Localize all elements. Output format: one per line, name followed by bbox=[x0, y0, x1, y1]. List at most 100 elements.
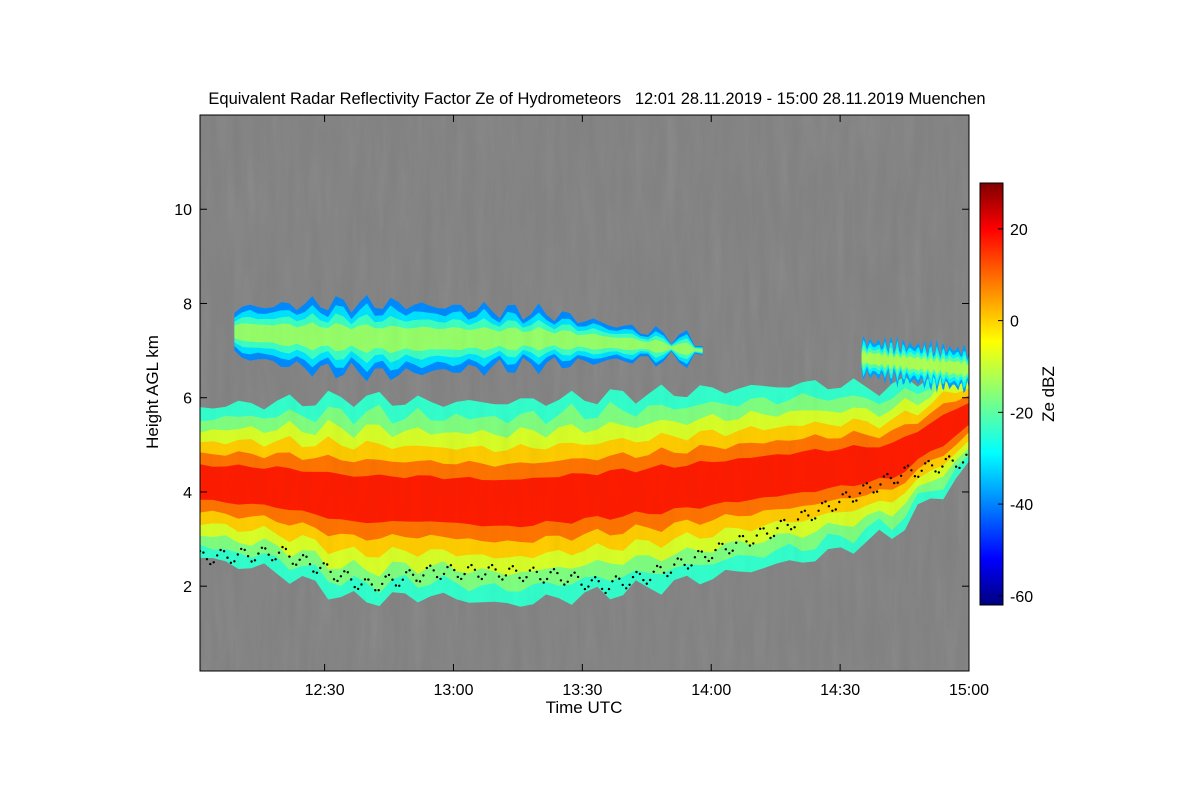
melting-layer-point bbox=[635, 570, 638, 574]
melting-layer-point bbox=[669, 571, 673, 574]
melting-layer-point bbox=[281, 545, 284, 549]
melting-layer-point bbox=[841, 493, 844, 496]
melting-layer-point bbox=[528, 569, 532, 572]
y-tick-label: 8 bbox=[183, 296, 192, 313]
melting-layer-point bbox=[659, 565, 662, 569]
melting-layer-point bbox=[229, 561, 233, 564]
melting-layer-point bbox=[893, 481, 896, 485]
melting-layer-point bbox=[875, 490, 879, 493]
melting-layer-point bbox=[803, 509, 807, 512]
melting-layer-point bbox=[937, 471, 941, 474]
melting-layer-point bbox=[779, 519, 782, 523]
melting-layer-point bbox=[748, 544, 752, 547]
melting-layer-point bbox=[800, 510, 803, 514]
melting-layer-point bbox=[563, 583, 566, 586]
melting-layer-point bbox=[618, 577, 621, 580]
colorbar-tick-label: 0 bbox=[1010, 314, 1019, 331]
melting-layer-point bbox=[477, 575, 480, 578]
melting-layer-point bbox=[759, 527, 762, 530]
melting-layer-point bbox=[789, 528, 793, 531]
melting-layer-point bbox=[233, 560, 236, 563]
melting-layer-point bbox=[580, 583, 583, 586]
melting-layer-point bbox=[329, 570, 332, 574]
melting-layer-point bbox=[466, 566, 470, 569]
melting-layer-point bbox=[704, 555, 707, 559]
melting-layer-point bbox=[556, 571, 559, 575]
melting-layer-point bbox=[638, 572, 642, 576]
melting-layer-point bbox=[810, 518, 813, 522]
melting-layer-point bbox=[559, 579, 563, 582]
melting-layer-point bbox=[504, 574, 508, 577]
melting-layer-point bbox=[542, 581, 545, 584]
melting-layer-point bbox=[948, 455, 951, 458]
colorbar-axis: -60 -40 -20 0 20 bbox=[998, 222, 1033, 606]
melting-layer-point bbox=[350, 578, 353, 581]
melting-layer-point bbox=[353, 585, 356, 589]
melting-layer-point bbox=[332, 578, 336, 581]
y-tick-label: 6 bbox=[183, 391, 192, 408]
melting-layer-point bbox=[284, 547, 288, 551]
melting-layer-point bbox=[827, 505, 831, 508]
melting-layer-point bbox=[274, 558, 277, 561]
melting-layer-point bbox=[604, 591, 607, 595]
melting-layer-point bbox=[518, 576, 521, 580]
plot-frame bbox=[199, 114, 970, 672]
melting-layer-point bbox=[587, 585, 590, 588]
melting-layer-point bbox=[590, 579, 593, 582]
melting-layer-point bbox=[583, 587, 587, 591]
melting-layer-point bbox=[490, 563, 494, 567]
melting-layer-point bbox=[728, 552, 731, 555]
melting-layer-point bbox=[710, 556, 714, 560]
melting-layer-point bbox=[958, 466, 961, 470]
melting-layer-point bbox=[515, 569, 518, 572]
melting-layer-point bbox=[243, 548, 246, 552]
melting-layer-point bbox=[463, 572, 466, 576]
melting-layer-point bbox=[267, 553, 270, 556]
melting-layer-point bbox=[934, 470, 937, 473]
x-tick-label: 12:30 bbox=[305, 682, 345, 699]
melting-layer-point bbox=[212, 561, 215, 564]
melting-layer-point bbox=[205, 558, 209, 561]
melting-layer-point bbox=[594, 576, 597, 579]
melting-layer-point bbox=[271, 559, 274, 562]
melting-layer-point bbox=[869, 486, 872, 489]
melting-layer-point bbox=[772, 534, 776, 538]
melting-layer-point bbox=[954, 465, 958, 468]
melting-layer-point bbox=[700, 550, 703, 553]
melting-layer-point bbox=[398, 584, 401, 587]
x-tick-label: 14:00 bbox=[691, 682, 731, 699]
melting-layer-point bbox=[614, 575, 618, 578]
melting-layer-point bbox=[315, 571, 319, 574]
melting-layer-point bbox=[917, 475, 920, 478]
melting-layer-point bbox=[903, 466, 906, 469]
melting-layer-point bbox=[628, 583, 631, 586]
melting-layer-point bbox=[930, 464, 934, 467]
y-tick-label: 4 bbox=[183, 485, 192, 502]
melting-layer-point bbox=[642, 578, 645, 582]
melting-layer-point bbox=[408, 569, 411, 572]
melting-layer-point bbox=[226, 556, 229, 559]
melting-layer-point bbox=[298, 558, 301, 561]
melting-layer-point bbox=[511, 565, 514, 568]
melting-layer-point bbox=[374, 589, 377, 592]
melting-layer-point bbox=[453, 568, 456, 572]
melting-layer-point bbox=[776, 527, 779, 530]
melting-layer-point bbox=[319, 566, 322, 570]
melting-layer-point bbox=[649, 578, 652, 582]
melting-layer-point bbox=[446, 565, 449, 569]
melting-layer-point bbox=[435, 575, 439, 579]
melting-layer-point bbox=[305, 555, 308, 558]
melting-layer-point bbox=[432, 569, 435, 572]
melting-layer-point bbox=[360, 583, 363, 586]
melting-layer-point bbox=[717, 542, 721, 545]
melting-layer-point bbox=[721, 542, 724, 546]
melting-layer-point bbox=[872, 491, 875, 494]
melting-layer-point bbox=[899, 474, 903, 477]
melting-layer-point bbox=[686, 567, 690, 570]
melting-layer-point bbox=[566, 580, 569, 583]
melting-layer-point bbox=[607, 587, 611, 591]
melting-layer-point bbox=[600, 587, 604, 591]
melting-layer-point bbox=[264, 547, 267, 550]
melting-layer-point bbox=[573, 571, 576, 574]
melting-layer-point bbox=[545, 577, 549, 581]
